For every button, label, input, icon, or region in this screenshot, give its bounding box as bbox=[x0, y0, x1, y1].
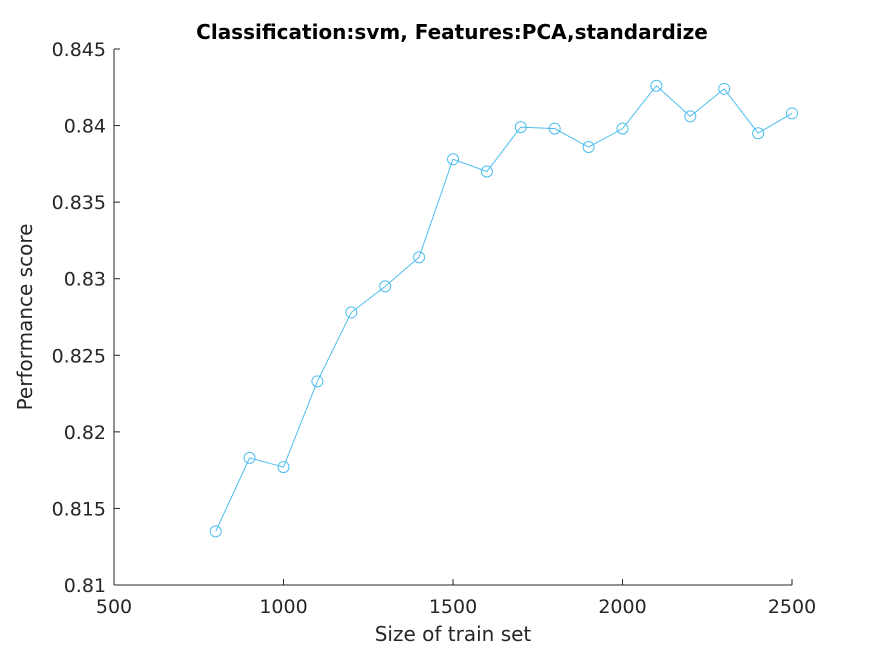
y-axis-ticks: 0.81 0.815 0.82 0.825 0.83 0.835 0.84 0.845 bbox=[52, 39, 120, 597]
y-tick-label: 0.83 bbox=[64, 269, 106, 291]
y-tick-label: 0.81 bbox=[64, 575, 106, 597]
data-point-marker bbox=[718, 82, 731, 95]
x-axis-ticks: 500 1000 1500 2000 2500 bbox=[96, 579, 816, 618]
plot-area bbox=[113, 49, 792, 586]
data-point-marker bbox=[582, 141, 595, 154]
x-tick-label: 500 bbox=[96, 596, 132, 618]
data-point-marker bbox=[277, 461, 290, 474]
data-point-marker bbox=[345, 306, 358, 319]
data-point-marker bbox=[786, 107, 798, 120]
data-point-marker bbox=[548, 122, 561, 135]
data-point-marker bbox=[379, 280, 392, 293]
data-point-marker bbox=[413, 251, 426, 264]
x-tick-label: 2500 bbox=[768, 596, 816, 618]
data-point-marker bbox=[650, 79, 663, 92]
chart-title: Classification:svm, Features:PCA,standar… bbox=[196, 20, 708, 44]
data-point-marker bbox=[684, 110, 697, 123]
y-tick-label: 0.835 bbox=[52, 192, 106, 214]
data-point-marker bbox=[447, 153, 459, 166]
x-tick-label: 1000 bbox=[259, 596, 307, 618]
x-tick-label: 2000 bbox=[598, 596, 646, 618]
x-tick-label: 1500 bbox=[429, 596, 477, 618]
data-point-marker bbox=[616, 122, 629, 135]
data-point-marker bbox=[243, 451, 256, 464]
series-line bbox=[215, 85, 793, 532]
series-layer bbox=[209, 79, 798, 538]
data-point-marker bbox=[480, 165, 493, 178]
y-tick-label: 0.845 bbox=[52, 39, 106, 61]
y-tick-label: 0.84 bbox=[64, 116, 106, 138]
y-tick-label: 0.82 bbox=[64, 422, 106, 444]
x-axis-label: Size of train set bbox=[375, 622, 532, 646]
data-point-marker bbox=[311, 375, 324, 388]
data-point-marker bbox=[514, 121, 527, 134]
y-tick-label: 0.815 bbox=[52, 498, 106, 520]
y-axis-label: Performance score bbox=[13, 224, 37, 411]
y-tick-label: 0.825 bbox=[52, 345, 106, 367]
data-point-marker bbox=[752, 127, 765, 140]
data-point-marker bbox=[209, 525, 222, 538]
